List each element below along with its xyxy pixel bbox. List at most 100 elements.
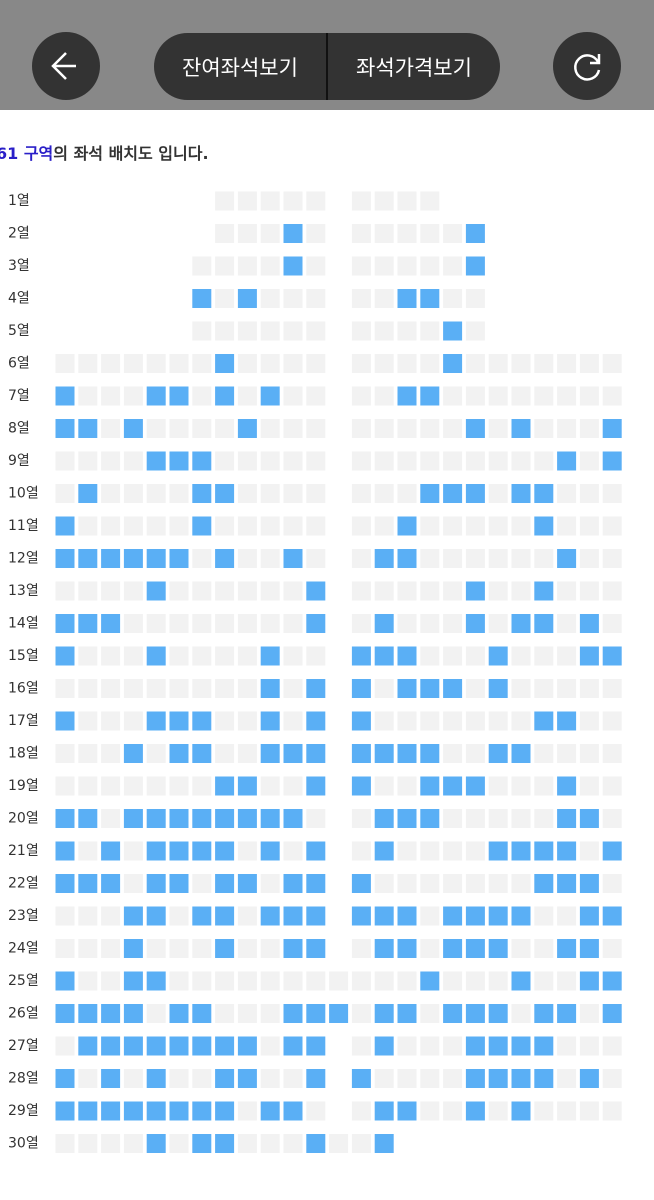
available-seat[interactable] <box>397 549 417 568</box>
available-seat[interactable] <box>557 939 577 958</box>
available-seat[interactable] <box>192 906 212 926</box>
available-seat[interactable] <box>237 809 257 828</box>
available-seat[interactable] <box>443 906 463 926</box>
available-seat[interactable] <box>215 1069 235 1088</box>
available-seat[interactable] <box>146 386 166 406</box>
available-seat[interactable] <box>215 354 235 373</box>
available-seat[interactable] <box>123 971 143 991</box>
available-seat[interactable] <box>557 874 577 893</box>
available-seat[interactable] <box>283 256 303 276</box>
available-seat[interactable] <box>283 1101 303 1121</box>
available-seat[interactable] <box>511 419 531 438</box>
available-seat[interactable] <box>511 484 531 503</box>
available-seat[interactable] <box>488 1036 508 1056</box>
available-seat[interactable] <box>351 646 371 666</box>
available-seat[interactable] <box>420 289 440 308</box>
available-seat[interactable] <box>374 939 394 958</box>
available-seat[interactable] <box>351 776 371 796</box>
available-seat[interactable] <box>602 906 622 926</box>
available-seat[interactable] <box>78 549 98 568</box>
available-seat[interactable] <box>55 971 75 991</box>
available-seat[interactable] <box>146 451 166 471</box>
available-seat[interactable] <box>374 1101 394 1121</box>
available-seat[interactable] <box>351 711 371 731</box>
available-seat[interactable] <box>329 1004 349 1023</box>
available-seat[interactable] <box>146 1036 166 1056</box>
available-seat[interactable] <box>146 646 166 666</box>
available-seat[interactable] <box>534 516 554 536</box>
available-seat[interactable] <box>602 1004 622 1023</box>
available-seat[interactable] <box>260 646 280 666</box>
available-seat[interactable] <box>465 256 485 276</box>
available-seat[interactable] <box>146 581 166 601</box>
available-seat[interactable] <box>488 939 508 958</box>
available-seat[interactable] <box>146 971 166 991</box>
available-seat[interactable] <box>374 1134 394 1153</box>
available-seat[interactable] <box>602 451 622 471</box>
available-seat[interactable] <box>55 711 75 731</box>
available-seat[interactable] <box>55 549 75 568</box>
available-seat[interactable] <box>237 419 257 438</box>
available-seat[interactable] <box>55 386 75 406</box>
refresh-button[interactable] <box>553 32 621 100</box>
available-seat[interactable] <box>146 906 166 926</box>
available-seat[interactable] <box>169 874 189 893</box>
available-seat[interactable] <box>602 971 622 991</box>
back-button[interactable] <box>32 32 100 100</box>
available-seat[interactable] <box>306 939 326 958</box>
available-seat[interactable] <box>443 354 463 373</box>
available-seat[interactable] <box>237 874 257 893</box>
available-seat[interactable] <box>351 744 371 763</box>
available-seat[interactable] <box>534 484 554 503</box>
available-seat[interactable] <box>101 841 121 861</box>
available-seat[interactable] <box>534 614 554 633</box>
available-seat[interactable] <box>557 809 577 828</box>
available-seat[interactable] <box>215 549 235 568</box>
available-seat[interactable] <box>397 744 417 763</box>
available-seat[interactable] <box>602 419 622 438</box>
available-seat[interactable] <box>78 809 98 828</box>
available-seat[interactable] <box>260 906 280 926</box>
available-seat[interactable] <box>169 744 189 763</box>
available-seat[interactable] <box>260 809 280 828</box>
available-seat[interactable] <box>465 614 485 633</box>
available-seat[interactable] <box>374 906 394 926</box>
available-seat[interactable] <box>306 776 326 796</box>
available-seat[interactable] <box>260 841 280 861</box>
available-seat[interactable] <box>306 614 326 633</box>
available-seat[interactable] <box>215 1134 235 1153</box>
available-seat[interactable] <box>123 906 143 926</box>
available-seat[interactable] <box>55 1101 75 1121</box>
available-seat[interactable] <box>146 1134 166 1153</box>
available-seat[interactable] <box>123 744 143 763</box>
available-seat[interactable] <box>306 906 326 926</box>
available-seat[interactable] <box>306 1004 326 1023</box>
available-seat[interactable] <box>579 874 599 893</box>
available-seat[interactable] <box>443 1004 463 1023</box>
available-seat[interactable] <box>169 451 189 471</box>
available-seat[interactable] <box>55 614 75 633</box>
available-seat[interactable] <box>465 1004 485 1023</box>
seat-price-button[interactable]: 좌석가격보기 <box>356 55 472 80</box>
available-seat[interactable] <box>465 224 485 243</box>
available-seat[interactable] <box>215 1101 235 1121</box>
available-seat[interactable] <box>420 744 440 763</box>
available-seat[interactable] <box>192 451 212 471</box>
available-seat[interactable] <box>397 646 417 666</box>
available-seat[interactable] <box>557 549 577 568</box>
available-seat[interactable] <box>579 939 599 958</box>
available-seat[interactable] <box>78 614 98 633</box>
available-seat[interactable] <box>420 971 440 991</box>
available-seat[interactable] <box>283 906 303 926</box>
available-seat[interactable] <box>55 809 75 828</box>
available-seat[interactable] <box>443 939 463 958</box>
available-seat[interactable] <box>192 484 212 503</box>
available-seat[interactable] <box>306 1036 326 1056</box>
available-seat[interactable] <box>283 1004 303 1023</box>
available-seat[interactable] <box>534 874 554 893</box>
available-seat[interactable] <box>465 1036 485 1056</box>
available-seat[interactable] <box>283 1036 303 1056</box>
available-seat[interactable] <box>397 1101 417 1121</box>
available-seat[interactable] <box>534 581 554 601</box>
available-seat[interactable] <box>374 841 394 861</box>
